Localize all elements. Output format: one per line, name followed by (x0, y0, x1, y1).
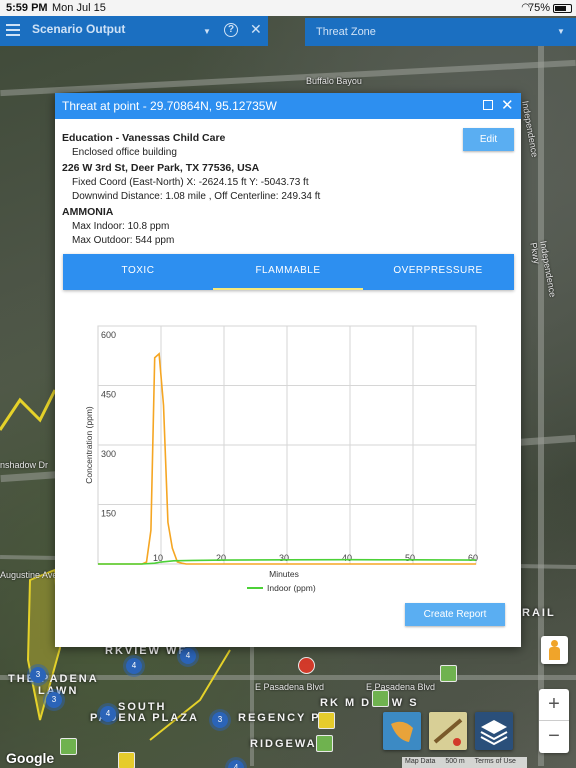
y-tick-label: 450 (101, 390, 116, 400)
y-tick-label: 300 (101, 449, 116, 459)
max-indoor: Max Indoor: 10.8 ppm (72, 220, 170, 232)
map-area-label: SOUTH (118, 701, 167, 713)
map-area-label: RAIL (522, 607, 556, 619)
tab-flammable[interactable]: FLAMMABLE (213, 254, 363, 290)
x-tick-label: 60 (468, 553, 478, 563)
status-time: 5:59 PM (6, 2, 48, 14)
map-area-label: THE PADENA (8, 673, 99, 685)
wifi-icon: ◠ (521, 2, 530, 13)
max-outdoor: Max Outdoor: 544 ppm (72, 235, 175, 246)
x-tick-label: 20 (216, 553, 226, 563)
location-name: Education - Vanessas Child Care (62, 132, 226, 144)
map-cluster[interactable]: 4 (180, 648, 196, 664)
map-cluster[interactable]: 4 (228, 760, 244, 768)
threat-zone-label: Threat Zone (316, 26, 376, 38)
street-view-icon[interactable] (541, 636, 568, 664)
tab-toxic[interactable]: TOXIC (121, 265, 155, 276)
map-area-label: REGENCY P (238, 712, 321, 724)
x-tick-label: 50 (405, 553, 415, 563)
maximize-icon[interactable] (483, 100, 493, 110)
map-label: E Pasadena Blvd (366, 682, 436, 692)
building-type: Enclosed office building (72, 147, 177, 158)
menu-icon[interactable] (6, 24, 20, 39)
address: 226 W 3rd St, Deer Park, TX 77536, USA (62, 161, 260, 174)
series-line-1 (98, 558, 477, 565)
layers-icon[interactable] (475, 712, 513, 750)
dialog-title: Threat at point - 29.70864N, 95.12735W (62, 99, 277, 113)
threat-dialog: Threat at point - 29.70864N, 95.12735W ✕… (55, 93, 521, 647)
create-report-button[interactable]: Create Report (405, 603, 505, 626)
zoom-control: + − (539, 689, 569, 753)
scenario-title[interactable]: Scenario Output (32, 22, 126, 36)
x-tick-label: 40 (342, 553, 352, 563)
scenario-toolbar: Scenario Output ▼ ? ✕ (0, 16, 268, 46)
map-area-label: RKVIEW WE (105, 645, 188, 657)
y-tick-label: 600 (101, 330, 116, 340)
battery-percent: 75% (527, 2, 550, 14)
x-axis-label: Minutes (269, 569, 299, 579)
x-tick-label: 30 (279, 553, 289, 563)
legend-entry: Indoor (ppm) (267, 583, 316, 593)
close-icon[interactable]: ✕ (250, 21, 262, 37)
chemical-name: AMMONIA (62, 205, 114, 218)
facility-marker[interactable] (318, 712, 335, 729)
battery-icon (553, 4, 572, 13)
facility-marker[interactable] (372, 690, 389, 707)
edit-button[interactable]: Edit (463, 128, 514, 151)
map-label: Augustine Ave (0, 570, 58, 580)
map-area-label: PADENA PLAZA (90, 712, 199, 724)
map-scale: 500 m (445, 758, 465, 765)
x-tick-label: 10 (153, 553, 163, 563)
zoom-in-button[interactable]: + (539, 689, 569, 721)
facility-marker[interactable] (298, 657, 315, 674)
dialog-header: Threat at point - 29.70864N, 95.12735W ✕ (55, 93, 521, 119)
map-cluster[interactable]: 3 (30, 667, 46, 683)
threat-tabs: TOXIC FLAMMABLE OVERPRESSURE (63, 254, 514, 290)
map-area-label: RIDGEWA (250, 738, 317, 750)
map-area-label: RK M D O W S (320, 697, 419, 709)
map-type-icon[interactable] (383, 712, 421, 750)
series-line-0 (98, 352, 476, 565)
help-icon[interactable]: ? (224, 23, 238, 37)
chevron-down-icon[interactable]: ▼ (557, 27, 565, 36)
map-cluster[interactable]: 4 (100, 706, 116, 722)
concentration-chart: 10 20 30 40 50 60 150 300 450 600 Concentration (p… (84, 325, 478, 593)
y-tick-label: 150 (101, 509, 116, 519)
map-data-link[interactable]: Map Data (405, 758, 436, 765)
y-axis-label: Concentration (ppm) (84, 406, 94, 484)
map-cluster[interactable]: 3 (212, 712, 228, 728)
fixed-coord: Fixed Coord (East-North) X: -2624.15 ft … (72, 176, 309, 188)
facility-marker[interactable] (316, 735, 333, 752)
map-label: Buffalo Bayou (306, 76, 362, 86)
chevron-down-icon[interactable]: ▼ (203, 27, 211, 36)
zoom-out-button[interactable]: − (548, 725, 560, 747)
map-label: nshadow Dr (0, 460, 49, 470)
map-attribution: Map Data 500 m Terms of Use (402, 757, 527, 768)
measure-tool-icon[interactable] (429, 712, 467, 750)
close-icon[interactable]: ✕ (501, 97, 514, 114)
facility-marker[interactable] (118, 752, 135, 768)
facility-marker[interactable] (440, 665, 457, 682)
status-bar: 5:59 PM Mon Jul 15 ◠ 75% (0, 0, 576, 16)
terms-link[interactable]: Terms of Use (474, 758, 516, 765)
threat-info: Education - Vanessas Child Care Enclosed… (62, 131, 462, 249)
map-label: E Pasadena Blvd (255, 682, 325, 692)
status-date: Mon Jul 15 (52, 2, 106, 14)
map-cluster[interactable]: 4 (126, 658, 142, 674)
threat-zone-select[interactable]: Threat Zone ▼ (305, 18, 576, 46)
map-cluster[interactable]: 3 (46, 692, 62, 708)
facility-marker[interactable] (60, 738, 77, 755)
downwind-distance: Downwind Distance: 1.08 mile , Off Cente… (72, 191, 321, 202)
tab-overpressure[interactable]: OVERPRESSURE (393, 265, 483, 276)
google-logo: Google (6, 750, 55, 766)
